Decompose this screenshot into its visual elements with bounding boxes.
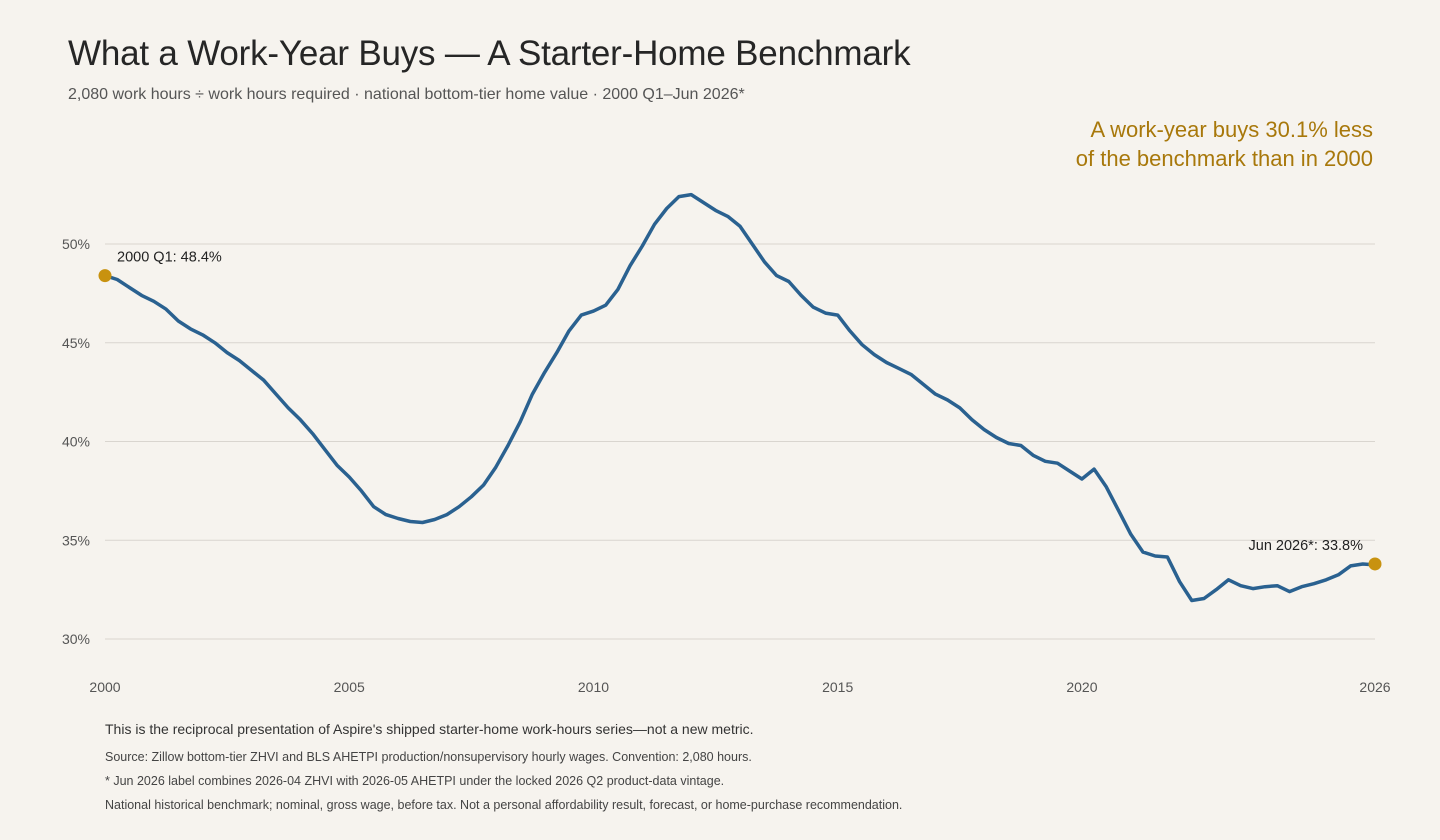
endpoint-marker bbox=[1368, 557, 1382, 571]
endpoint-label: Jun 2026*: 33.8% bbox=[1249, 538, 1364, 554]
y-axis-ticks: 30% 35% 40% 45% 50% bbox=[62, 236, 90, 647]
endpoint-label: 2000 Q1: 48.4% bbox=[117, 250, 222, 266]
x-tick-label: 2015 bbox=[822, 679, 853, 695]
y-tick-label: 50% bbox=[62, 236, 90, 252]
callout-line-1: A work-year buys 30.1% less bbox=[1090, 117, 1373, 142]
callout-line-2: of the benchmark than in 2000 bbox=[1075, 146, 1373, 171]
gridlines bbox=[105, 243, 1375, 640]
endpoint-marker bbox=[98, 269, 112, 283]
annotations: 2000 Q1: 48.4% Jun 2026*: 33.8% bbox=[98, 250, 1382, 571]
x-tick-label: 2020 bbox=[1066, 679, 1097, 695]
note-disclaimer: National historical benchmark; nominal, … bbox=[105, 798, 903, 812]
note-main: This is the reciprocal presentation of A… bbox=[105, 721, 754, 737]
y-tick-label: 30% bbox=[62, 631, 90, 647]
x-tick-label: 2005 bbox=[334, 679, 365, 695]
chart-subtitle: 2,080 work hours ÷ work hours required ·… bbox=[68, 86, 745, 103]
y-tick-label: 45% bbox=[62, 335, 90, 351]
x-tick-label: 2000 bbox=[89, 679, 120, 695]
series-line bbox=[103, 192, 1377, 603]
footnotes: This is the reciprocal presentation of A… bbox=[105, 721, 902, 822]
headline-callout: A work-year buys 30.1% less of the bench… bbox=[1076, 115, 1373, 173]
y-tick-label: 35% bbox=[62, 532, 90, 548]
note-source: Source: Zillow bottom-tier ZHVI and BLS … bbox=[105, 750, 752, 764]
y-tick-label: 40% bbox=[62, 434, 90, 450]
chart-title: What a Work-Year Buys — A Starter-Home B… bbox=[68, 34, 911, 73]
x-tick-label: 2026 bbox=[1359, 679, 1390, 695]
x-axis-ticks: 2000 2005 2010 2015 2020 2026 bbox=[89, 679, 1390, 695]
note-vintage: * Jun 2026 label combines 2026-04 ZHVI w… bbox=[105, 774, 725, 788]
x-tick-label: 2010 bbox=[578, 679, 609, 695]
